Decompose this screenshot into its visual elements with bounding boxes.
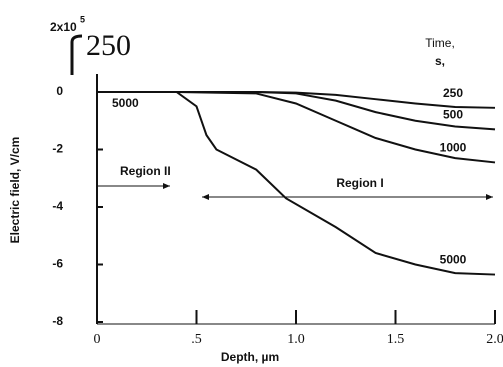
y-tick-label: -2: [52, 142, 63, 156]
arrow-head: [202, 194, 209, 200]
annotation: Region II: [120, 164, 171, 178]
scale-bracket: [70, 34, 83, 75]
x-tick-label: .5: [191, 332, 202, 347]
x-tick-label: 2.0: [486, 332, 503, 347]
x-axis-label: Depth, µm: [221, 350, 279, 364]
annotation: Region I: [336, 176, 383, 190]
annotation: 5000: [112, 96, 139, 110]
x-tick-label: 1.5: [387, 332, 405, 347]
series-label: 1000: [440, 141, 467, 155]
series-label: 500: [443, 108, 463, 122]
corner-note: 250: [86, 29, 131, 62]
y-tick-label: -6: [52, 257, 63, 271]
series-line: [97, 91, 496, 164]
y-tick-label: 0: [56, 84, 63, 98]
x-tick-label: 1.0: [287, 332, 305, 347]
y-axis-label: Electric field, V/cm: [8, 137, 22, 244]
scale-base: 2x10: [50, 20, 77, 34]
series-label: 5000: [440, 253, 467, 267]
arrow-head: [486, 194, 493, 200]
series-label: 250: [443, 86, 463, 100]
series-line: [97, 91, 496, 276]
y-tick-label: -8: [52, 314, 63, 328]
y-tick-label: -4: [52, 199, 63, 213]
legend-title: Time,: [425, 36, 455, 50]
series-line: [97, 91, 496, 131]
arrow-head: [163, 183, 170, 189]
scale-exponent: 5: [80, 14, 85, 24]
x-tick-label: 0: [94, 332, 101, 347]
legend-title: s,: [435, 54, 445, 68]
